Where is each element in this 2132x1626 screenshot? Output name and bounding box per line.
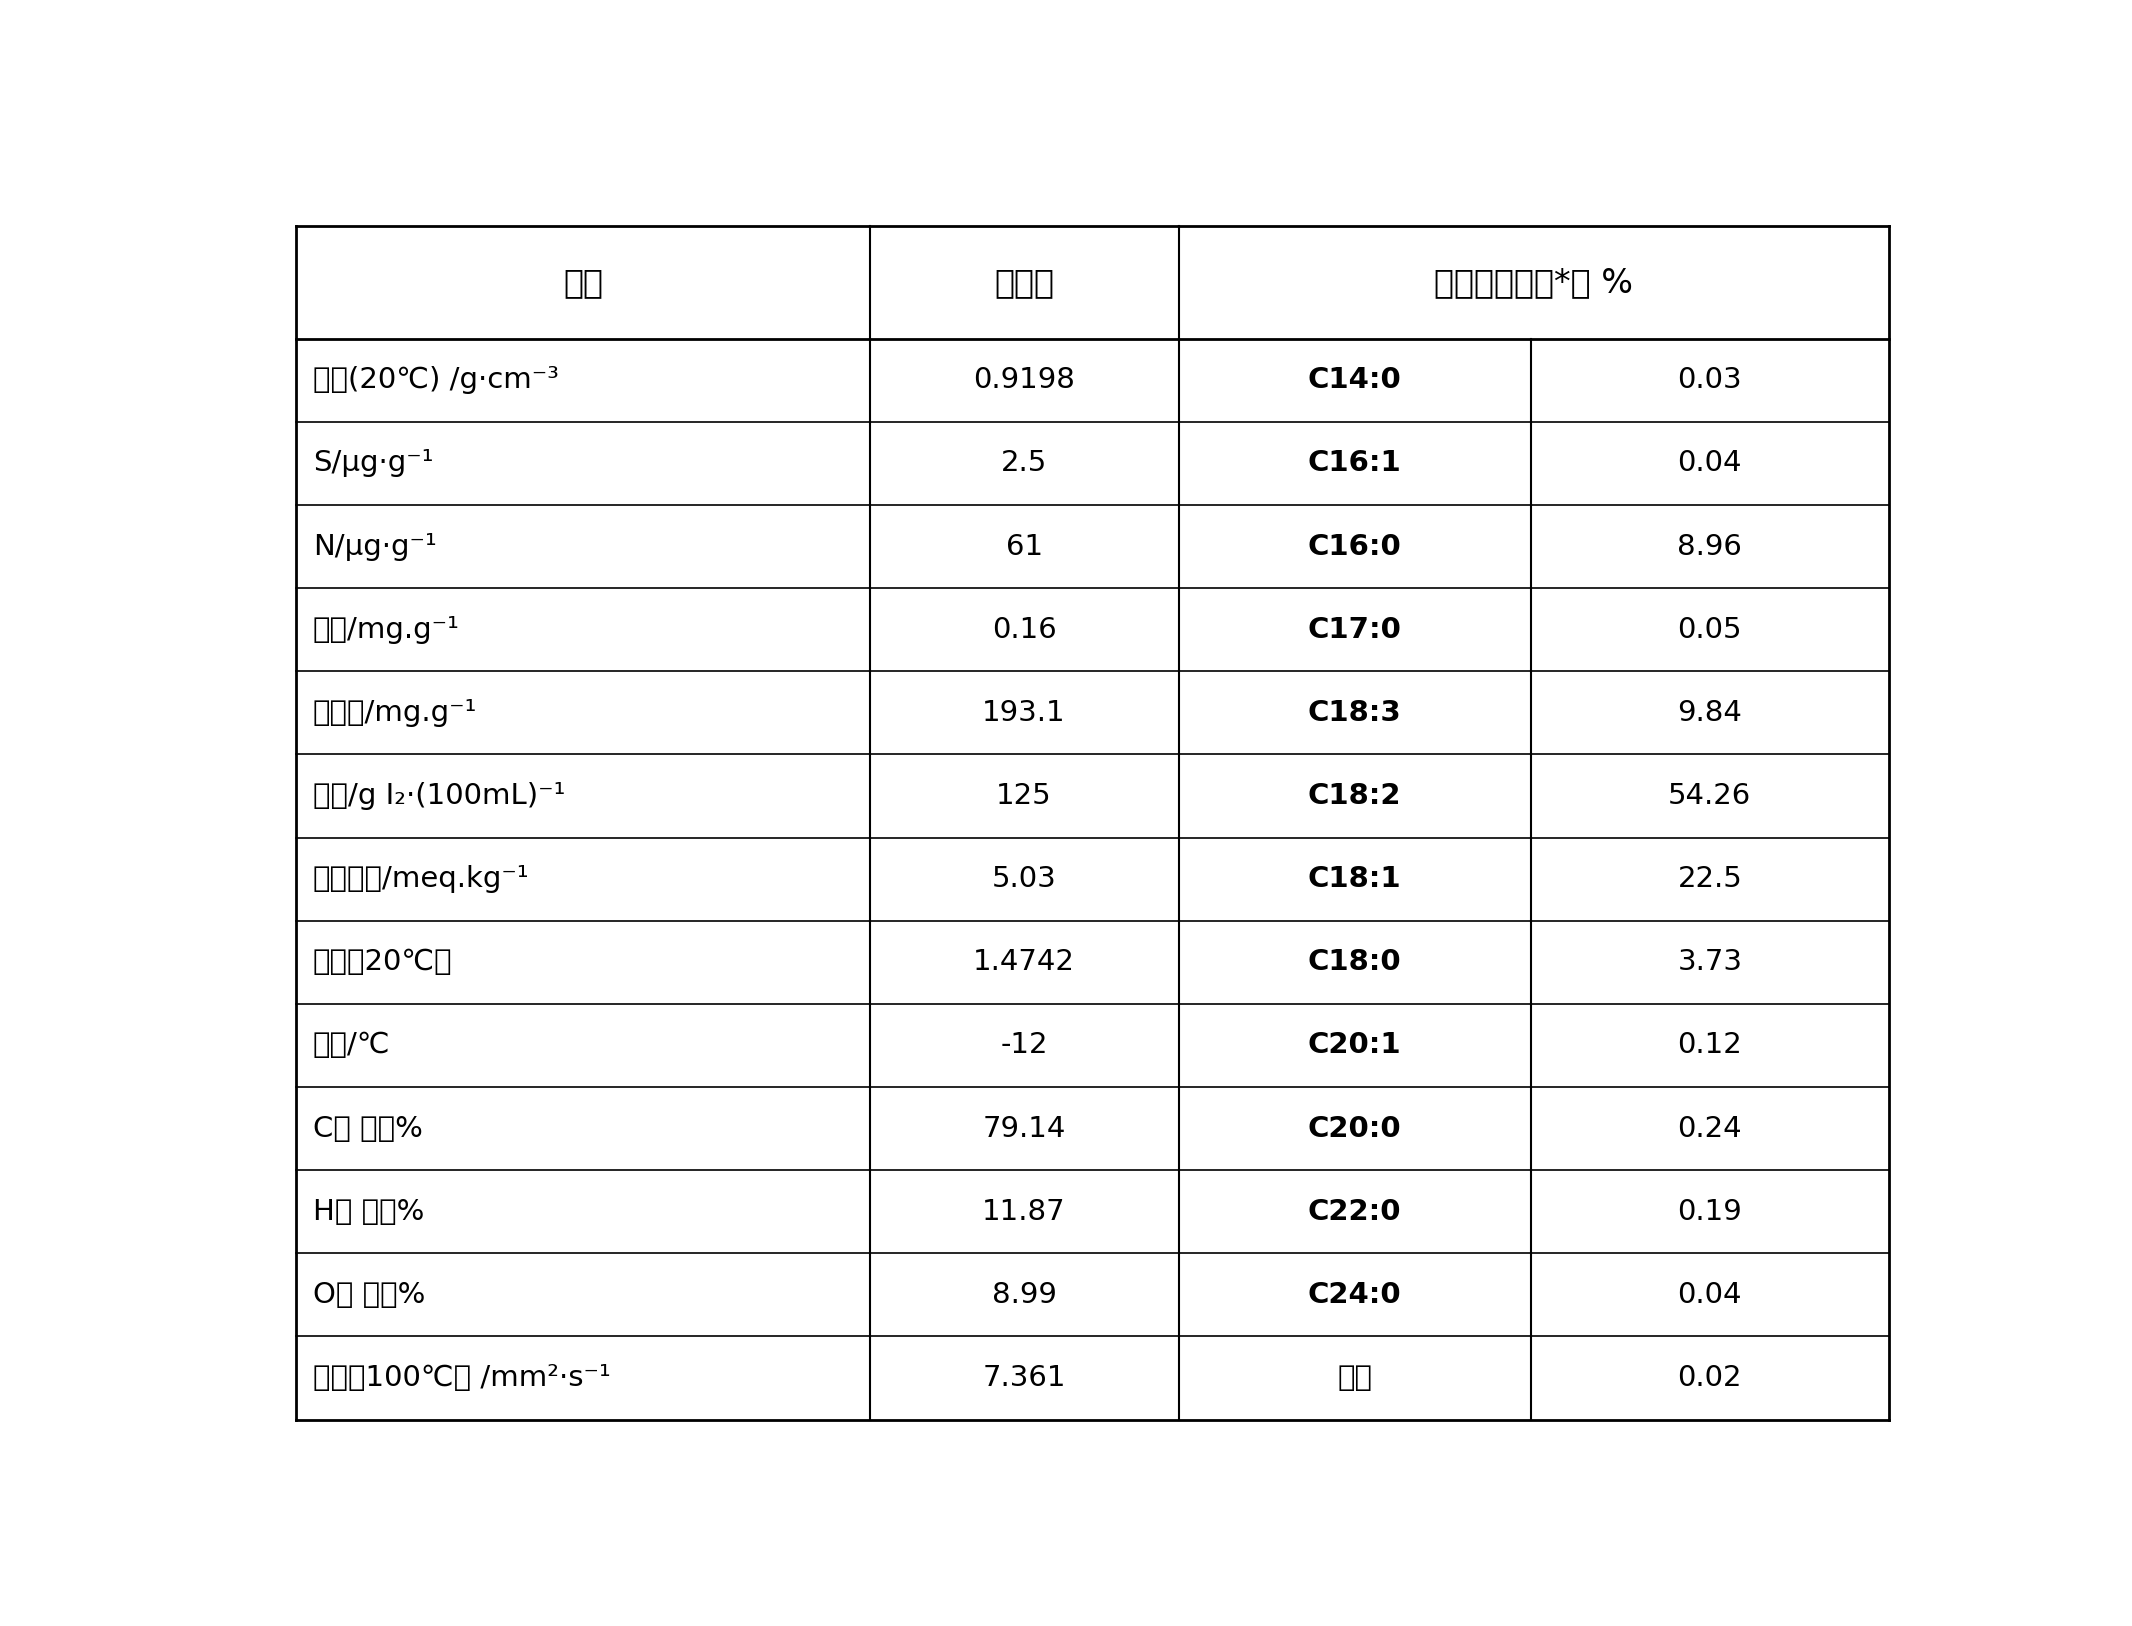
Text: 22.5: 22.5 [1678, 865, 1742, 893]
Text: 大豆油: 大豆油 [994, 267, 1053, 299]
Text: 过氧化値/meq.kg⁻¹: 过氧化値/meq.kg⁻¹ [313, 865, 529, 893]
Text: 0.03: 0.03 [1678, 366, 1742, 393]
Text: 0.19: 0.19 [1678, 1198, 1742, 1226]
Text: 皂化値/mg.g⁻¹: 皂化値/mg.g⁻¹ [313, 699, 478, 727]
Text: 密度(20℃) /g·cm⁻³: 密度(20℃) /g·cm⁻³ [313, 366, 559, 393]
Text: C16:1: C16:1 [1307, 449, 1401, 478]
Text: 79.14: 79.14 [983, 1114, 1066, 1143]
Text: 项目: 项目 [563, 267, 603, 299]
Text: C18:3: C18:3 [1307, 699, 1401, 727]
Text: N/μg·g⁻¹: N/μg·g⁻¹ [313, 533, 437, 561]
Text: 粘度（100℃） /mm²·s⁻¹: 粘度（100℃） /mm²·s⁻¹ [313, 1364, 610, 1392]
Text: C17:0: C17:0 [1307, 616, 1401, 644]
Text: 9.84: 9.84 [1678, 699, 1742, 727]
Text: C14:0: C14:0 [1307, 366, 1401, 393]
Text: -12: -12 [1000, 1031, 1047, 1060]
Text: 0.04: 0.04 [1678, 1281, 1742, 1309]
Text: C22:0: C22:0 [1307, 1198, 1401, 1226]
Text: 折光（20℃）: 折光（20℃） [313, 948, 452, 976]
Text: 0.9198: 0.9198 [972, 366, 1075, 393]
Text: 11.87: 11.87 [983, 1198, 1066, 1226]
Text: C18:1: C18:1 [1307, 865, 1401, 893]
Text: 61: 61 [1006, 533, 1043, 561]
Text: 8.99: 8.99 [991, 1281, 1057, 1309]
Text: 0.24: 0.24 [1678, 1114, 1742, 1143]
Text: 5.03: 5.03 [991, 865, 1057, 893]
Text: 1.4742: 1.4742 [972, 948, 1075, 976]
Text: 酸値/mg.g⁻¹: 酸値/mg.g⁻¹ [313, 616, 461, 644]
Text: 8.96: 8.96 [1678, 533, 1742, 561]
Text: C24:0: C24:0 [1307, 1281, 1401, 1309]
Text: S/μg·g⁻¹: S/μg·g⁻¹ [313, 449, 433, 478]
Text: 193.1: 193.1 [983, 699, 1066, 727]
Text: 125: 125 [996, 782, 1051, 810]
Text: 0.12: 0.12 [1678, 1031, 1742, 1060]
Text: 磔値/g I₂·(100mL)⁻¹: 磔値/g I₂·(100mL)⁻¹ [313, 782, 565, 810]
Text: C16:0: C16:0 [1307, 533, 1401, 561]
Text: C20:0: C20:0 [1307, 1114, 1401, 1143]
Text: 凝点/℃: 凝点/℃ [313, 1031, 390, 1060]
Text: C18:2: C18:2 [1307, 782, 1401, 810]
Text: 0.05: 0.05 [1678, 616, 1742, 644]
Text: 7.361: 7.361 [983, 1364, 1066, 1392]
Text: 0.02: 0.02 [1678, 1364, 1742, 1392]
Text: 2.5: 2.5 [1000, 449, 1047, 478]
Text: H， 质量%: H， 质量% [313, 1198, 424, 1226]
Text: 脂肪酸碳分布*， %: 脂肪酸碳分布*， % [1435, 267, 1633, 299]
Text: C20:1: C20:1 [1307, 1031, 1401, 1060]
Text: 0.04: 0.04 [1678, 449, 1742, 478]
Text: 3.73: 3.73 [1678, 948, 1742, 976]
Text: 54.26: 54.26 [1667, 782, 1750, 810]
Text: C18:0: C18:0 [1307, 948, 1401, 976]
Text: C， 质量%: C， 质量% [313, 1114, 422, 1143]
Text: 0.16: 0.16 [991, 616, 1057, 644]
Text: 其它: 其它 [1337, 1364, 1373, 1392]
Text: O， 质量%: O， 质量% [313, 1281, 424, 1309]
